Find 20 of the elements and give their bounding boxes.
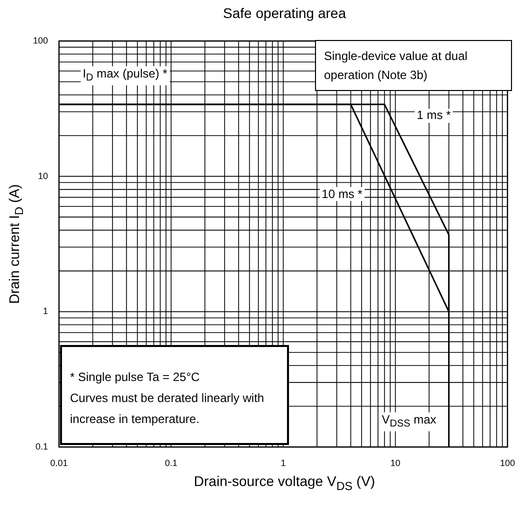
x-tick-label: 0.1 — [164, 458, 178, 468]
chart-title: Safe operating area — [222, 5, 347, 21]
annotation: * Single pulse Ta = 25°C — [70, 369, 201, 386]
annotation: Curves must be derated linearly with increase in temperature. — [70, 390, 266, 428]
annotation: Single-device value at dual operation (Note 3b) — [324, 48, 468, 84]
x-tick-label: 1 — [280, 458, 286, 468]
x-tick-label: 100 — [500, 458, 516, 468]
annotation: 1 ms * — [416, 108, 452, 122]
x-tick-label: 0.01 — [50, 458, 68, 468]
annotation: 10 ms * — [320, 187, 364, 201]
x-axis-title: Drain-source voltage V$_{DS}$ (V) — [192, 473, 376, 494]
y-tick-label: 0.1 — [35, 441, 48, 452]
y-tick-label: 10 — [38, 170, 48, 181]
annotation: I$_{D}$ max (pulse) * — [80, 66, 170, 86]
y-tick-label: 100 — [32, 35, 48, 46]
text-box: Single-device value at dual operation (Note 3b) — [315, 40, 512, 91]
x-tick-label: 10 — [390, 458, 400, 468]
y-tick-label: 1 — [42, 306, 48, 316]
text-box: * Single pulse Ta = 25°C Curves must be derated linearly with increase in temperature. — [60, 345, 289, 445]
annotation: V$_{DSS}$ max — [380, 412, 438, 432]
